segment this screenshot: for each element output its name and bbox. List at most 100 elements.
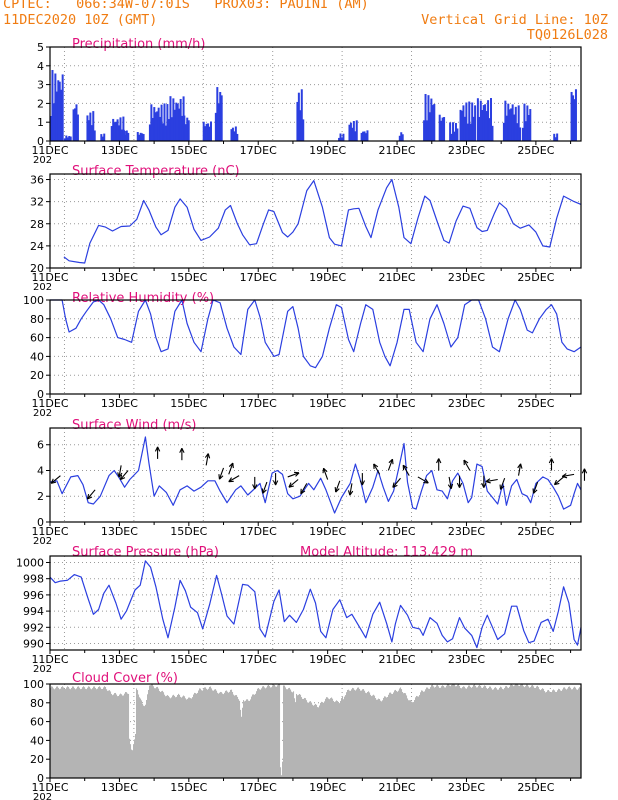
panel-title: Surface Wind (m/s) xyxy=(72,418,196,433)
x-tick-label: 19DEC xyxy=(309,271,346,284)
cloud-bar xyxy=(545,692,547,778)
cloud-bar xyxy=(480,685,482,778)
cloud-bar xyxy=(305,698,307,778)
precip-bar xyxy=(217,103,220,141)
cloud-bar xyxy=(289,687,291,778)
y-tick-label: 40 xyxy=(30,734,44,747)
precip-bar xyxy=(400,132,403,141)
cloud-bar xyxy=(432,684,434,778)
cloud-bar xyxy=(424,691,426,778)
cloud-bar xyxy=(554,690,556,778)
cloud-bar xyxy=(428,688,430,778)
cloud-bar xyxy=(260,689,262,778)
precip-bar xyxy=(453,131,456,141)
precip-bar xyxy=(427,95,430,141)
precip-bar xyxy=(219,91,222,141)
cloud-bar xyxy=(293,691,295,778)
cloud-bar xyxy=(497,689,499,778)
series-line xyxy=(49,560,582,649)
cloud-bar xyxy=(568,686,570,778)
wind-arrow-head xyxy=(500,485,505,490)
precip-bar xyxy=(186,117,189,141)
precip-bar xyxy=(184,124,187,141)
cloud-bar xyxy=(533,686,535,778)
cloud-bar xyxy=(173,694,175,778)
cloud-bar xyxy=(264,687,266,778)
wind-arrow-head xyxy=(499,484,502,490)
precip-bar xyxy=(510,108,513,141)
cloud-bar xyxy=(156,687,158,778)
wind-arrow-shaft xyxy=(205,453,209,466)
wind-arrow-head xyxy=(548,458,552,464)
cloud-bar xyxy=(550,692,552,778)
cloud-bar xyxy=(496,688,498,778)
cloud-bar xyxy=(374,695,376,778)
x-tick-label: 21DEC xyxy=(379,144,416,157)
cloud-bar xyxy=(457,684,459,778)
y-tick-label: 0 xyxy=(37,388,44,401)
cloud-bar xyxy=(553,689,555,778)
cloud-bar xyxy=(434,687,436,778)
cloud-bar xyxy=(298,694,300,778)
wind-arrow-head xyxy=(334,487,337,493)
wind-arrow-head xyxy=(154,446,159,452)
precip-bar xyxy=(179,98,182,141)
precip-bar xyxy=(338,137,341,141)
wind-arrow-shaft xyxy=(287,472,300,478)
wind-arrow xyxy=(119,470,129,481)
cloud-bar xyxy=(364,690,366,778)
wind-arrow-head xyxy=(87,496,93,500)
cloud-bar xyxy=(525,686,527,778)
cloud-bar xyxy=(51,686,53,778)
wind-arrow-shaft xyxy=(448,476,452,489)
cloud-bar xyxy=(514,685,516,778)
cloud-bar xyxy=(515,684,517,778)
cloud-bar xyxy=(261,688,263,778)
cloud-bar xyxy=(556,691,558,778)
cloud-bar xyxy=(433,686,435,778)
precip-bar xyxy=(74,108,77,141)
cloud-bar xyxy=(443,685,445,778)
precip-bar xyxy=(526,105,529,141)
cloud-bar xyxy=(109,690,111,778)
cloud-bar xyxy=(378,698,380,778)
cloud-bar xyxy=(346,692,348,778)
cloud-bar xyxy=(292,692,294,778)
cloud-bar xyxy=(547,690,549,778)
wind-arrow-head xyxy=(119,474,123,480)
cloud-bar xyxy=(501,687,503,778)
cloud-bar xyxy=(325,698,327,778)
wind-arrow xyxy=(373,463,381,475)
cloud-bar xyxy=(326,697,328,778)
cloud-bar xyxy=(223,694,225,778)
cloud-bar xyxy=(101,689,103,778)
precip-bar xyxy=(299,110,302,141)
wind-arrow-shaft xyxy=(392,477,401,488)
cloud-bar xyxy=(431,685,433,778)
x-tick-label: 13DEC xyxy=(101,271,138,284)
wind-arrow-shaft xyxy=(119,470,129,481)
x-tick-label: 11DEC xyxy=(31,525,68,538)
cloud-bar xyxy=(84,687,86,778)
cloud-bar xyxy=(106,689,108,778)
cloud-bar xyxy=(229,691,231,778)
cloud-bar xyxy=(530,687,532,778)
cloud-bar xyxy=(72,686,74,778)
precip-bar xyxy=(511,104,514,141)
cloud-bar xyxy=(75,689,77,778)
panel-0: 0 1 2 3 4 5 11DEC 13DEC 15DEC 17DEC 19DEC 21DEC 23DE… xyxy=(31,37,582,166)
precip-bar xyxy=(89,112,92,141)
cloud-bar xyxy=(562,689,564,778)
cloud-bar xyxy=(244,701,246,778)
precip-bar xyxy=(342,133,345,141)
cloud-bar xyxy=(551,692,553,778)
precip-bar xyxy=(115,121,118,141)
cloud-bar xyxy=(259,689,261,778)
wind-arrow-head xyxy=(447,484,452,490)
precip-bar xyxy=(428,112,431,141)
cloud-bar xyxy=(462,687,464,778)
precip-bar xyxy=(87,120,90,141)
cloud-bar xyxy=(315,703,317,778)
cloud-bar xyxy=(159,691,161,778)
cloud-bar xyxy=(341,698,343,778)
